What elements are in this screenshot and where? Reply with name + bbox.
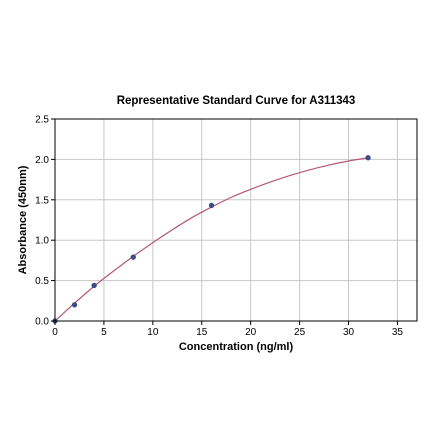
x-tick-label: 25 — [294, 327, 306, 338]
data-points — [52, 155, 371, 324]
x-tick-label: 15 — [196, 327, 208, 338]
data-point — [208, 202, 215, 209]
y-tick-label: 0.0 — [35, 317, 49, 328]
x-tick-label: 0 — [52, 327, 58, 338]
x-tick-label: 30 — [343, 327, 355, 338]
x-tick-label: 10 — [147, 327, 159, 338]
fit-curve-layer — [54, 157, 369, 322]
y-tick-label: 2.5 — [35, 115, 49, 126]
x-axis-label: Concentration (ng/ml) — [179, 341, 294, 353]
chart-title: Representative Standard Curve for A31134… — [117, 95, 356, 107]
plot-frame — [54, 118, 418, 322]
y-axis-label: Absorbance (450nm) — [17, 165, 29, 274]
data-point — [91, 282, 97, 289]
x-tick-label: 5 — [101, 327, 107, 338]
fit-curve-line — [54, 157, 369, 322]
data-point — [130, 254, 136, 260]
y-tick-label: 1.5 — [35, 195, 49, 206]
y-tick-label: 1.0 — [35, 236, 49, 247]
x-tick-label: 35 — [392, 327, 404, 338]
data-point — [365, 155, 371, 161]
y-axis-ticks: 0.0 0.5 1.0 1.5 2.0 2.5 — [35, 115, 55, 328]
grid — [54, 118, 417, 322]
data-point — [71, 302, 78, 308]
y-tick-label: 0.5 — [35, 276, 49, 287]
x-axis-ticks: 0 5 10 15 20 25 30 35 — [52, 321, 403, 338]
y-tick-label: 2.0 — [35, 155, 49, 166]
x-tick-label: 20 — [245, 327, 257, 338]
